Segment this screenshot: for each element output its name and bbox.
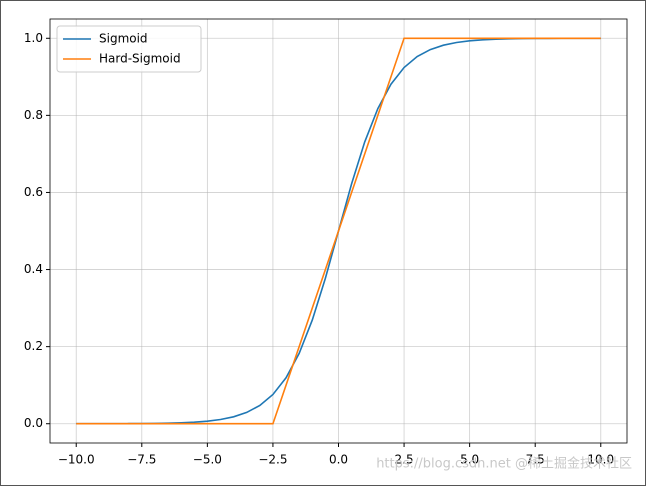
y-tick-label: 0.4: [24, 262, 43, 276]
y-tick-label: 0.0: [24, 416, 43, 430]
y-tick-label: 0.2: [24, 339, 43, 353]
y-tick-label: 1.0: [24, 31, 43, 45]
x-tick-label: −7.5: [127, 453, 156, 467]
legend-label: Hard-Sigmoid: [99, 52, 181, 66]
watermark: https://blog.csdn.net @稀土掘金技术社区: [376, 456, 632, 472]
legend-label: Sigmoid: [99, 32, 148, 46]
x-tick-label: −5.0: [193, 453, 222, 467]
y-tick-label: 0.6: [24, 185, 43, 199]
legend-box: [56, 25, 202, 73]
y-tick-label: 0.8: [24, 108, 43, 122]
x-tick-label: 10.0: [587, 453, 614, 467]
x-tick-label: 2.5: [395, 453, 414, 467]
x-tick-label: −10.0: [58, 453, 95, 467]
axes-frame: [49, 18, 628, 444]
x-tick-label: 5.0: [460, 453, 479, 467]
x-tick-label: 7.5: [526, 453, 545, 467]
x-tick-label: −2.5: [258, 453, 287, 467]
series-line: [76, 37, 601, 425]
x-tick-label: 0.0: [329, 453, 348, 467]
